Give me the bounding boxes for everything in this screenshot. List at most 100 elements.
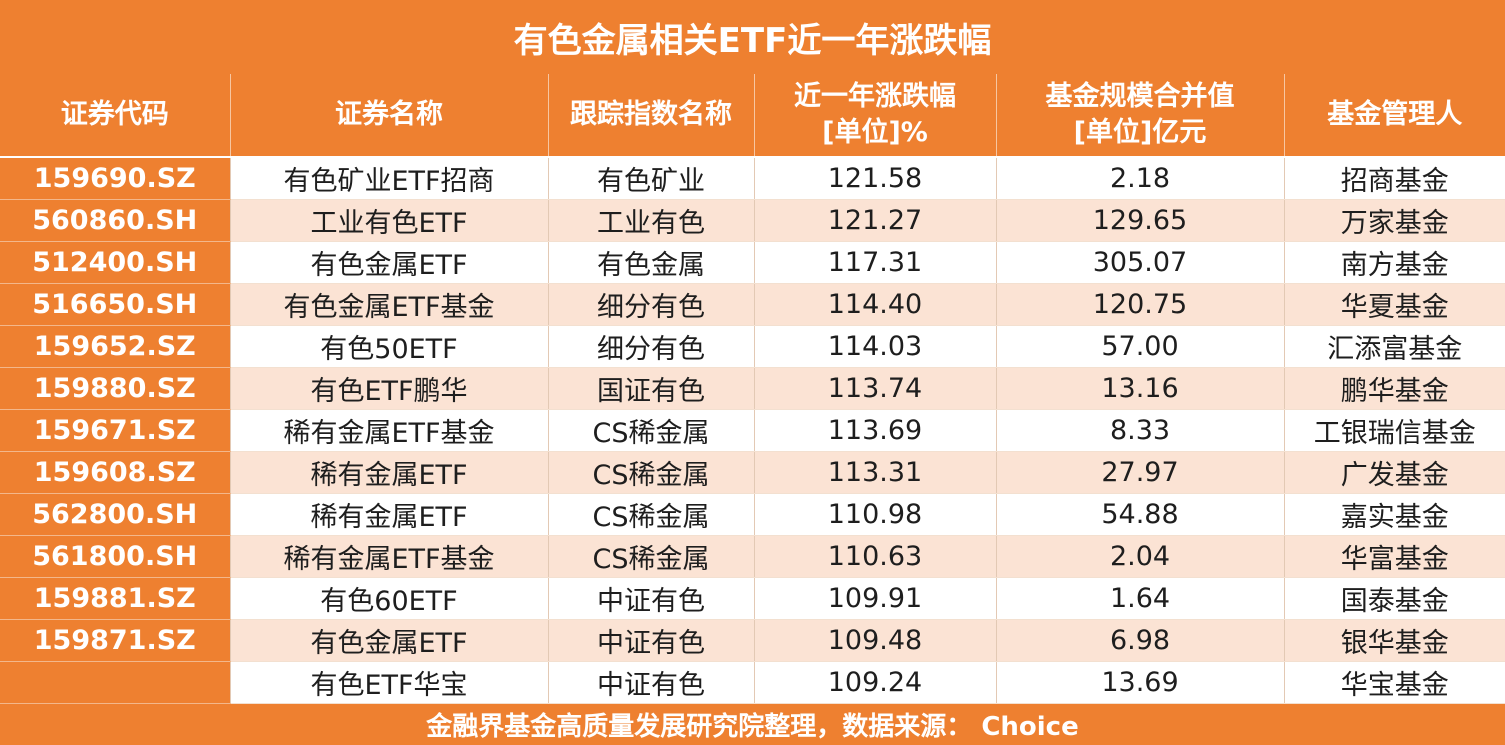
- header-size-title: 基金规模合并值: [1045, 80, 1235, 112]
- change-cell: 109.91: [753, 577, 996, 620]
- name-cell: 有色ETF华宝: [229, 661, 548, 704]
- name-cell: 有色60ETF: [229, 577, 548, 620]
- code-cell: 159881.SZ: [0, 577, 230, 620]
- code-cell: 561800.SH: [0, 535, 230, 578]
- manager-cell: 汇添富基金: [1283, 325, 1505, 368]
- index-cell: CS稀金属: [547, 493, 754, 536]
- size-cell: 54.88: [995, 493, 1284, 536]
- header-change-title: 近一年涨跌幅: [794, 80, 956, 112]
- size-cell: 120.75: [995, 283, 1284, 326]
- manager-cell: 南方基金: [1283, 241, 1505, 284]
- index-cell: 工业有色: [547, 199, 754, 242]
- change-cell: 117.31: [753, 241, 996, 284]
- name-cell: 工业有色ETF: [229, 199, 548, 242]
- index-cell: 细分有色: [547, 283, 754, 326]
- name-cell: 有色矿业ETF招商: [229, 157, 548, 200]
- change-cell: 114.40: [753, 283, 996, 326]
- index-cell: CS稀金属: [547, 409, 754, 452]
- header-index: 跟踪指数名称: [547, 74, 754, 158]
- code-cell: 159608.SZ: [0, 451, 230, 494]
- name-cell: 稀有金属ETF: [229, 451, 548, 494]
- header-name: 证券名称: [229, 74, 548, 158]
- change-cell: 113.74: [753, 367, 996, 410]
- header-manager: 基金管理人: [1283, 74, 1505, 158]
- table-body: 159690.SZ 有色矿业ETF招商 有色矿业 121.58 2.18 招商基金 5608…: [0, 157, 1505, 704]
- change-cell: 121.27: [753, 199, 996, 242]
- index-cell: 细分有色: [547, 325, 754, 368]
- table-row: 159690.SZ 有色矿业ETF招商 有色矿业 121.58 2.18 招商基金: [0, 157, 1505, 200]
- manager-cell: 国泰基金: [1283, 577, 1505, 620]
- index-cell: CS稀金属: [547, 535, 754, 578]
- change-cell: 109.24: [753, 661, 996, 704]
- code-cell: 512400.SH: [0, 241, 230, 284]
- code-cell: 159690.SZ: [0, 157, 230, 200]
- manager-cell: 华宝基金: [1283, 661, 1505, 704]
- size-cell: 2.18: [995, 157, 1284, 200]
- index-cell: 有色矿业: [547, 157, 754, 200]
- source-footer: 金融界基金高质量发展研究院整理，数据来源： Choice: [426, 711, 1079, 742]
- name-cell: 有色金属ETF基金: [229, 283, 548, 326]
- manager-cell: 万家基金: [1283, 199, 1505, 242]
- size-cell: 6.98: [995, 619, 1284, 662]
- table-row: 561800.SH 稀有金属ETF基金 CS稀金属 110.63 2.04 华富基金: [0, 535, 1505, 578]
- manager-cell: 广发基金: [1283, 451, 1505, 494]
- manager-cell: 招商基金: [1283, 157, 1505, 200]
- code-cell: 560860.SH: [0, 199, 230, 242]
- code-cell: 159871.SZ: [0, 619, 230, 662]
- size-cell: 305.07: [995, 241, 1284, 284]
- header-change-unit: [单位]%: [822, 117, 928, 148]
- name-cell: 稀有金属ETF基金: [229, 409, 548, 452]
- name-cell: 稀有金属ETF: [229, 493, 548, 536]
- table-row: 159881.SZ 有色60ETF 中证有色 109.91 1.64 国泰基金: [0, 577, 1505, 620]
- table-row: 562800.SH 稀有金属ETF CS稀金属 110.98 54.88 嘉实基金: [0, 493, 1505, 536]
- index-cell: 中证有色: [547, 577, 754, 620]
- table-row: 516650.SH 有色金属ETF基金 细分有色 114.40 120.75 华夏基金: [0, 283, 1505, 326]
- index-cell: 国证有色: [547, 367, 754, 410]
- manager-cell: 鹏华基金: [1283, 367, 1505, 410]
- manager-cell: 银华基金: [1283, 619, 1505, 662]
- size-cell: 1.64: [995, 577, 1284, 620]
- index-cell: 中证有色: [547, 661, 754, 704]
- manager-cell: 工银瑞信基金: [1283, 409, 1505, 452]
- table-row: 159608.SZ 稀有金属ETF CS稀金属 113.31 27.97 广发基金: [0, 451, 1505, 494]
- header-row: 证券代码 证券名称 跟踪指数名称 近一年涨跌幅 [单位]% 基金规模合并值 [单…: [0, 74, 1505, 158]
- size-cell: 8.33: [995, 409, 1284, 452]
- header-code: 证券代码: [0, 74, 230, 158]
- name-cell: 有色ETF鹏华: [229, 367, 548, 410]
- change-cell: 113.31: [753, 451, 996, 494]
- table-row: 159871.SZ 有色金属ETF 中证有色 109.48 6.98 银华基金: [0, 619, 1505, 662]
- manager-cell: 华夏基金: [1283, 283, 1505, 326]
- index-cell: 有色金属: [547, 241, 754, 284]
- change-cell: 110.63: [753, 535, 996, 578]
- size-cell: 27.97: [995, 451, 1284, 494]
- table-row: 560860.SH 工业有色ETF 工业有色 121.27 129.65 万家基金: [0, 199, 1505, 242]
- header-change: 近一年涨跌幅 [单位]%: [753, 74, 996, 158]
- change-cell: 110.98: [753, 493, 996, 536]
- size-cell: 13.69: [995, 661, 1284, 704]
- change-cell: 109.48: [753, 619, 996, 662]
- index-cell: CS稀金属: [547, 451, 754, 494]
- header-size: 基金规模合并值 [单位]亿元: [995, 74, 1284, 158]
- header-size-unit: [单位]亿元: [1073, 117, 1207, 148]
- table-row: 有色ETF华宝 中证有色 109.24 13.69 华宝基金: [0, 661, 1505, 704]
- name-cell: 有色金属ETF: [229, 619, 548, 662]
- manager-cell: 嘉实基金: [1283, 493, 1505, 536]
- size-cell: 2.04: [995, 535, 1284, 578]
- table-row: 159652.SZ 有色50ETF 细分有色 114.03 57.00 汇添富基金: [0, 325, 1505, 368]
- code-cell: 159880.SZ: [0, 367, 230, 410]
- name-cell: 有色金属ETF: [229, 241, 548, 284]
- size-cell: 57.00: [995, 325, 1284, 368]
- change-cell: 121.58: [753, 157, 996, 200]
- code-cell: 516650.SH: [0, 283, 230, 326]
- table-row: 159880.SZ 有色ETF鹏华 国证有色 113.74 13.16 鹏华基金: [0, 367, 1505, 410]
- change-cell: 114.03: [753, 325, 996, 368]
- change-cell: 113.69: [753, 409, 996, 452]
- table-row: 159671.SZ 稀有金属ETF基金 CS稀金属 113.69 8.33 工银瑞信基金: [0, 409, 1505, 452]
- size-cell: 129.65: [995, 199, 1284, 242]
- etf-table: 证券代码 证券名称 跟踪指数名称 近一年涨跌幅 [单位]% 基金规模合并值 [单…: [0, 74, 1505, 704]
- code-cell: 562800.SH: [0, 493, 230, 536]
- name-cell: 有色50ETF: [229, 325, 548, 368]
- size-cell: 13.16: [995, 367, 1284, 410]
- table-title: 有色金属相关ETF近一年涨跌幅: [513, 20, 992, 61]
- name-cell: 稀有金属ETF基金: [229, 535, 548, 578]
